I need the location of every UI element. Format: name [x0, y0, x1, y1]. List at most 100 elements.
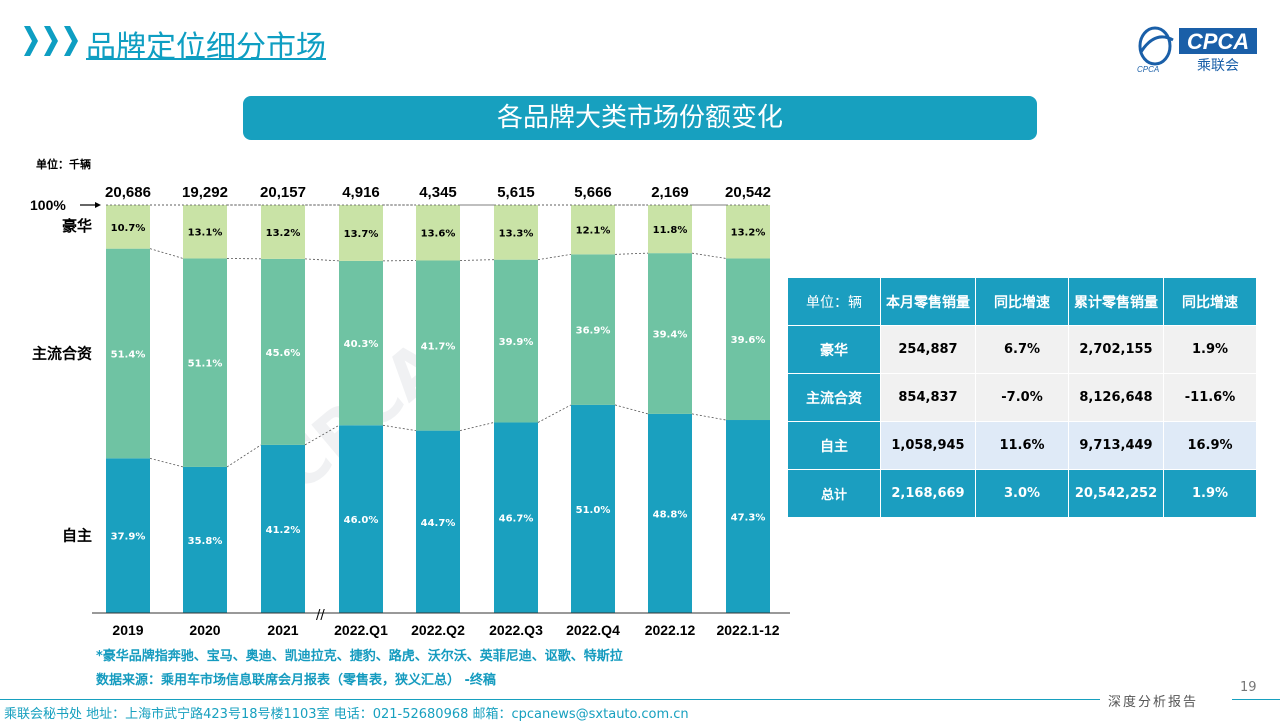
table-header: 本月零售销量 [881, 278, 976, 326]
table-cell: 254,887 [881, 326, 976, 374]
cpca-logo: CPCA 乘联会 CPCA [1135, 22, 1260, 74]
logo-mark: CPCA [1137, 65, 1159, 74]
connector-line [615, 253, 648, 254]
chevron-right-icon [24, 26, 38, 56]
series-label: 主流合资 [32, 345, 92, 363]
connector-line [460, 260, 494, 261]
chevron-right-icon [64, 26, 78, 56]
chart-banner: 各品牌大类市场份额变化 [243, 96, 1037, 140]
footer-divider [1232, 699, 1280, 700]
sales-table: 单位：辆 本月零售销量 同比增速 累计零售销量 同比增速 豪华 254,887 … [787, 277, 1257, 518]
connector-line [305, 425, 339, 445]
table-cell: 6.7% [976, 326, 1069, 374]
table-cell: 9,713,449 [1069, 422, 1164, 470]
table-header-row: 单位：辆 本月零售销量 同比增速 累计零售销量 同比增速 [788, 278, 1257, 326]
total-label: 20,157 [260, 184, 306, 201]
table-unit: 单位：辆 [788, 278, 881, 326]
data-label: 11.8% [653, 225, 688, 236]
x-tick-label: 2022.Q1 [334, 622, 388, 638]
table-header: 同比增速 [1164, 278, 1257, 326]
total-label: 5,615 [497, 184, 535, 201]
data-label: 51.1% [188, 359, 223, 370]
table-header: 同比增速 [976, 278, 1069, 326]
data-label: 13.2% [266, 228, 301, 239]
data-label: 35.8% [188, 536, 223, 547]
data-label: 40.3% [344, 339, 379, 350]
connector-line [150, 458, 183, 467]
table-cell: 1.9% [1164, 326, 1257, 374]
table-row: 主流合资 854,837 -7.0% 8,126,648 -11.6% [788, 374, 1257, 422]
stacked-bar-chart: 37.9% 51.4% 10.7% 35.8% 51.1% 13.1% 41.2% 45.6%… [0, 175, 790, 645]
table-cell: 3.0% [976, 470, 1069, 518]
x-tick-label: 2022.12 [645, 622, 696, 638]
data-label: 39.9% [499, 337, 534, 348]
series-label: 豪华 [62, 217, 92, 235]
connector-line [150, 249, 183, 259]
chevron-right-icon [44, 26, 58, 56]
data-label: 13.3% [499, 228, 534, 239]
connector-line [692, 414, 726, 420]
total-label: 19,292 [182, 184, 228, 201]
data-label: 45.6% [266, 348, 301, 359]
data-label: 10.7% [111, 223, 146, 234]
connector-line [383, 425, 416, 430]
table-cell: -7.0% [976, 374, 1069, 422]
row-label: 自主 [788, 422, 881, 470]
footnote-luxury: *豪华品牌指奔驰、宝马、奥迪、凯迪拉克、捷豹、路虎、沃尔沃、英菲尼迪、讴歌、特斯… [96, 645, 623, 664]
table-cell: 16.9% [1164, 422, 1257, 470]
data-label: 48.8% [653, 509, 688, 520]
data-label: 44.7% [421, 518, 456, 529]
total-label: 20,686 [105, 184, 151, 201]
data-label: 39.4% [653, 330, 688, 341]
table-cell: 2,168,669 [881, 470, 976, 518]
data-label: 51.0% [576, 505, 611, 516]
data-label: 41.2% [266, 525, 301, 536]
table-cell: 11.6% [976, 422, 1069, 470]
data-label: 46.0% [344, 515, 379, 526]
data-label: 13.2% [731, 228, 766, 239]
table-header: 累计零售销量 [1069, 278, 1164, 326]
total-label: 4,916 [342, 184, 380, 201]
x-tick-label: 2022.Q2 [411, 622, 465, 638]
data-label: 47.3% [731, 513, 766, 524]
x-tick-label: 2022.Q3 [489, 622, 543, 638]
table-cell: 2,702,155 [1069, 326, 1164, 374]
table-row: 自主 1,058,945 11.6% 9,713,449 16.9% [788, 422, 1257, 470]
total-label: 20,542 [725, 184, 771, 201]
x-tick-label: 2020 [189, 622, 220, 638]
x-tick-label: 2019 [112, 622, 143, 638]
table-cell: 20,542,252 [1069, 470, 1164, 518]
table-cell: 1.9% [1164, 470, 1257, 518]
footer-text: 乘联会秘书处 地址：上海市武宁路423号18号楼1103室 电话：021-526… [4, 703, 689, 722]
connector-line [305, 259, 339, 261]
table-cell: 854,837 [881, 374, 976, 422]
logo-subtext: 乘联会 [1197, 58, 1239, 74]
connector-line [538, 405, 571, 423]
connector-line [692, 253, 726, 258]
arrow-head-icon [95, 202, 101, 208]
page-number: 19 [1240, 680, 1257, 695]
data-label: 41.7% [421, 342, 456, 353]
footer-tag: 深度分析报告 [1108, 691, 1198, 710]
table-row-total: 总计 2,168,669 3.0% 20,542,252 1.9% [788, 470, 1257, 518]
connector-line [227, 445, 261, 467]
axis-break: // [316, 608, 325, 623]
connector-line [615, 405, 648, 414]
total-label: 5,666 [574, 184, 612, 201]
data-label: 13.6% [421, 229, 456, 240]
series-label: 自主 [62, 527, 92, 545]
table-cell: -11.6% [1164, 374, 1257, 422]
data-label: 39.6% [731, 335, 766, 346]
data-label: 37.9% [111, 532, 146, 543]
data-label: 36.9% [576, 326, 611, 337]
data-label: 13.1% [188, 228, 223, 239]
table-cell: 1,058,945 [881, 422, 976, 470]
total-label: 4,345 [419, 184, 457, 201]
data-label: 51.4% [111, 350, 146, 361]
top-percent-label: 100% [30, 197, 66, 213]
x-tick-label: 2022.Q4 [566, 622, 620, 638]
row-label: 主流合资 [788, 374, 881, 422]
x-tick-label: 2022.1-12 [716, 622, 779, 638]
footer-divider [0, 699, 1100, 700]
total-label: 2,169 [651, 184, 689, 201]
